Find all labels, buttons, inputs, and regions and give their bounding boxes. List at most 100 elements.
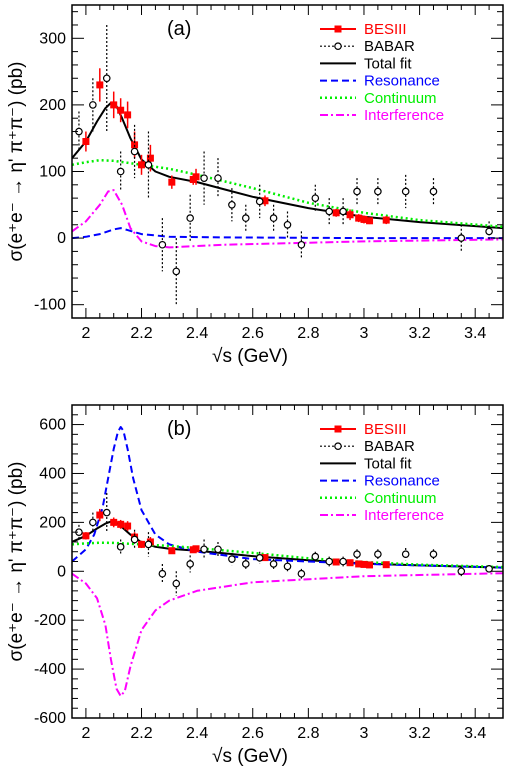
legend-label: BESIII (364, 421, 407, 438)
legend-item-continuum: Continuum (320, 90, 437, 107)
x-tick-label: 3.2 (408, 725, 430, 742)
data-point-besiii (124, 521, 132, 531)
y-tick-label: 100 (39, 163, 66, 180)
y-tick-label: 600 (39, 417, 66, 434)
legend-label: Resonance (364, 73, 440, 90)
legend-item-interference: Interference (320, 107, 444, 124)
marker-square (168, 178, 176, 186)
data-point-babar (200, 151, 208, 205)
marker-open-circle (255, 554, 264, 562)
data-point-besiii (261, 554, 269, 562)
data-point-babar (186, 555, 194, 573)
marker-square (192, 173, 200, 181)
marker-open-circle (339, 207, 347, 216)
data-point-babar (457, 566, 466, 577)
marker-open-circle (283, 562, 292, 571)
data-point-babar (339, 556, 347, 567)
data-point-babar (130, 529, 139, 550)
data-point-babar (172, 571, 181, 596)
y-tick-label: -100 (34, 297, 66, 314)
x-tick-label: 3.2 (408, 325, 430, 342)
marker-square (117, 520, 125, 528)
curve-continuum (72, 541, 503, 569)
marker-open-circle (130, 147, 139, 156)
y-tick-label: -200 (34, 612, 66, 629)
marker-open-circle (269, 560, 278, 568)
marker-open-circle (374, 550, 382, 558)
marker-square (131, 141, 139, 149)
marker-open-circle (457, 567, 466, 576)
marker-open-circle (89, 518, 97, 527)
marker-open-circle (102, 508, 111, 517)
x-tick-label: 3.4 (464, 725, 486, 742)
legend-marker (334, 42, 342, 51)
marker-open-circle (89, 101, 97, 109)
marker-open-circle (200, 174, 208, 182)
data-point-besiii (355, 560, 363, 568)
data-point-besiii (117, 98, 125, 123)
marker-open-circle (325, 207, 334, 216)
data-point-babar (401, 174, 410, 209)
data-point-babar (297, 568, 306, 579)
y-tick-label: 400 (39, 465, 66, 482)
legend-item-resonance: Resonance (320, 473, 440, 490)
data-point-babar (172, 238, 181, 305)
marker-open-circle (144, 161, 153, 169)
legend-label: Continuum (364, 490, 437, 507)
legend-marker (334, 425, 342, 433)
data-point-besiii (346, 209, 354, 221)
marker-open-circle (241, 560, 250, 568)
marker-square (110, 518, 118, 526)
legend-marker (334, 25, 342, 33)
legend-marker (334, 442, 342, 451)
data-point-babar (89, 78, 97, 132)
data-point-babar (339, 198, 347, 225)
x-tick-label: 3 (360, 725, 369, 742)
data-point-babar (353, 549, 361, 560)
marker-open-circle (255, 197, 264, 206)
marker-square (332, 209, 340, 217)
legend-label: Resonance (364, 473, 440, 490)
data-point-babar (200, 539, 208, 560)
y-axis-label: σ(e⁺e⁻ → η' π⁺π⁻) (pb) (6, 462, 27, 662)
data-point-babar (186, 194, 194, 242)
data-point-babar (144, 532, 153, 557)
marker-open-circle (297, 240, 306, 249)
marker-square (355, 560, 363, 568)
data-point-babar (353, 178, 361, 205)
marker-open-circle (269, 214, 278, 222)
marker-square (366, 217, 374, 225)
legend-label: Total fit (364, 55, 412, 72)
data-point-besiii (261, 195, 269, 207)
curve-resonance (72, 426, 503, 569)
legend-item-besiii: BESIII (320, 21, 407, 38)
data-point-besiii (192, 545, 200, 553)
marker-open-circle (144, 540, 153, 549)
marker-open-circle (130, 535, 139, 544)
data-point-besiii (192, 168, 200, 185)
chart-panel-a: 2 2.2 2.4 2.6 2.8 3 3.2 3.4 -100 0 100 200 300 (a) σ… (6, 4, 504, 367)
data-point-besiii (366, 217, 374, 225)
marker-open-circle (214, 545, 222, 554)
data-point-babar (401, 548, 410, 561)
panel-label: (a) (167, 18, 191, 40)
legend-label: BABAR (364, 438, 415, 455)
marker-square (96, 511, 104, 519)
marker-open-circle (485, 227, 493, 236)
marker-square (110, 101, 118, 109)
curve-resonance (72, 227, 503, 240)
marker-square (192, 545, 200, 553)
data-point-besiii (138, 154, 146, 175)
data-point-babar (283, 561, 292, 572)
data-point-babar (325, 556, 334, 567)
data-point-babar (269, 204, 278, 232)
y-tick-label: 0 (57, 563, 66, 580)
marker-open-circle (228, 200, 236, 209)
y-tick-label: 300 (39, 30, 66, 47)
data-point-besiii (124, 101, 132, 129)
chart-panel-b: 2 2.2 2.4 2.6 2.8 3 3.2 3.4 -600 -400 -200 0 200 400 6… (6, 404, 504, 767)
marker-open-circle (214, 174, 222, 182)
data-point-besiii (138, 540, 146, 549)
